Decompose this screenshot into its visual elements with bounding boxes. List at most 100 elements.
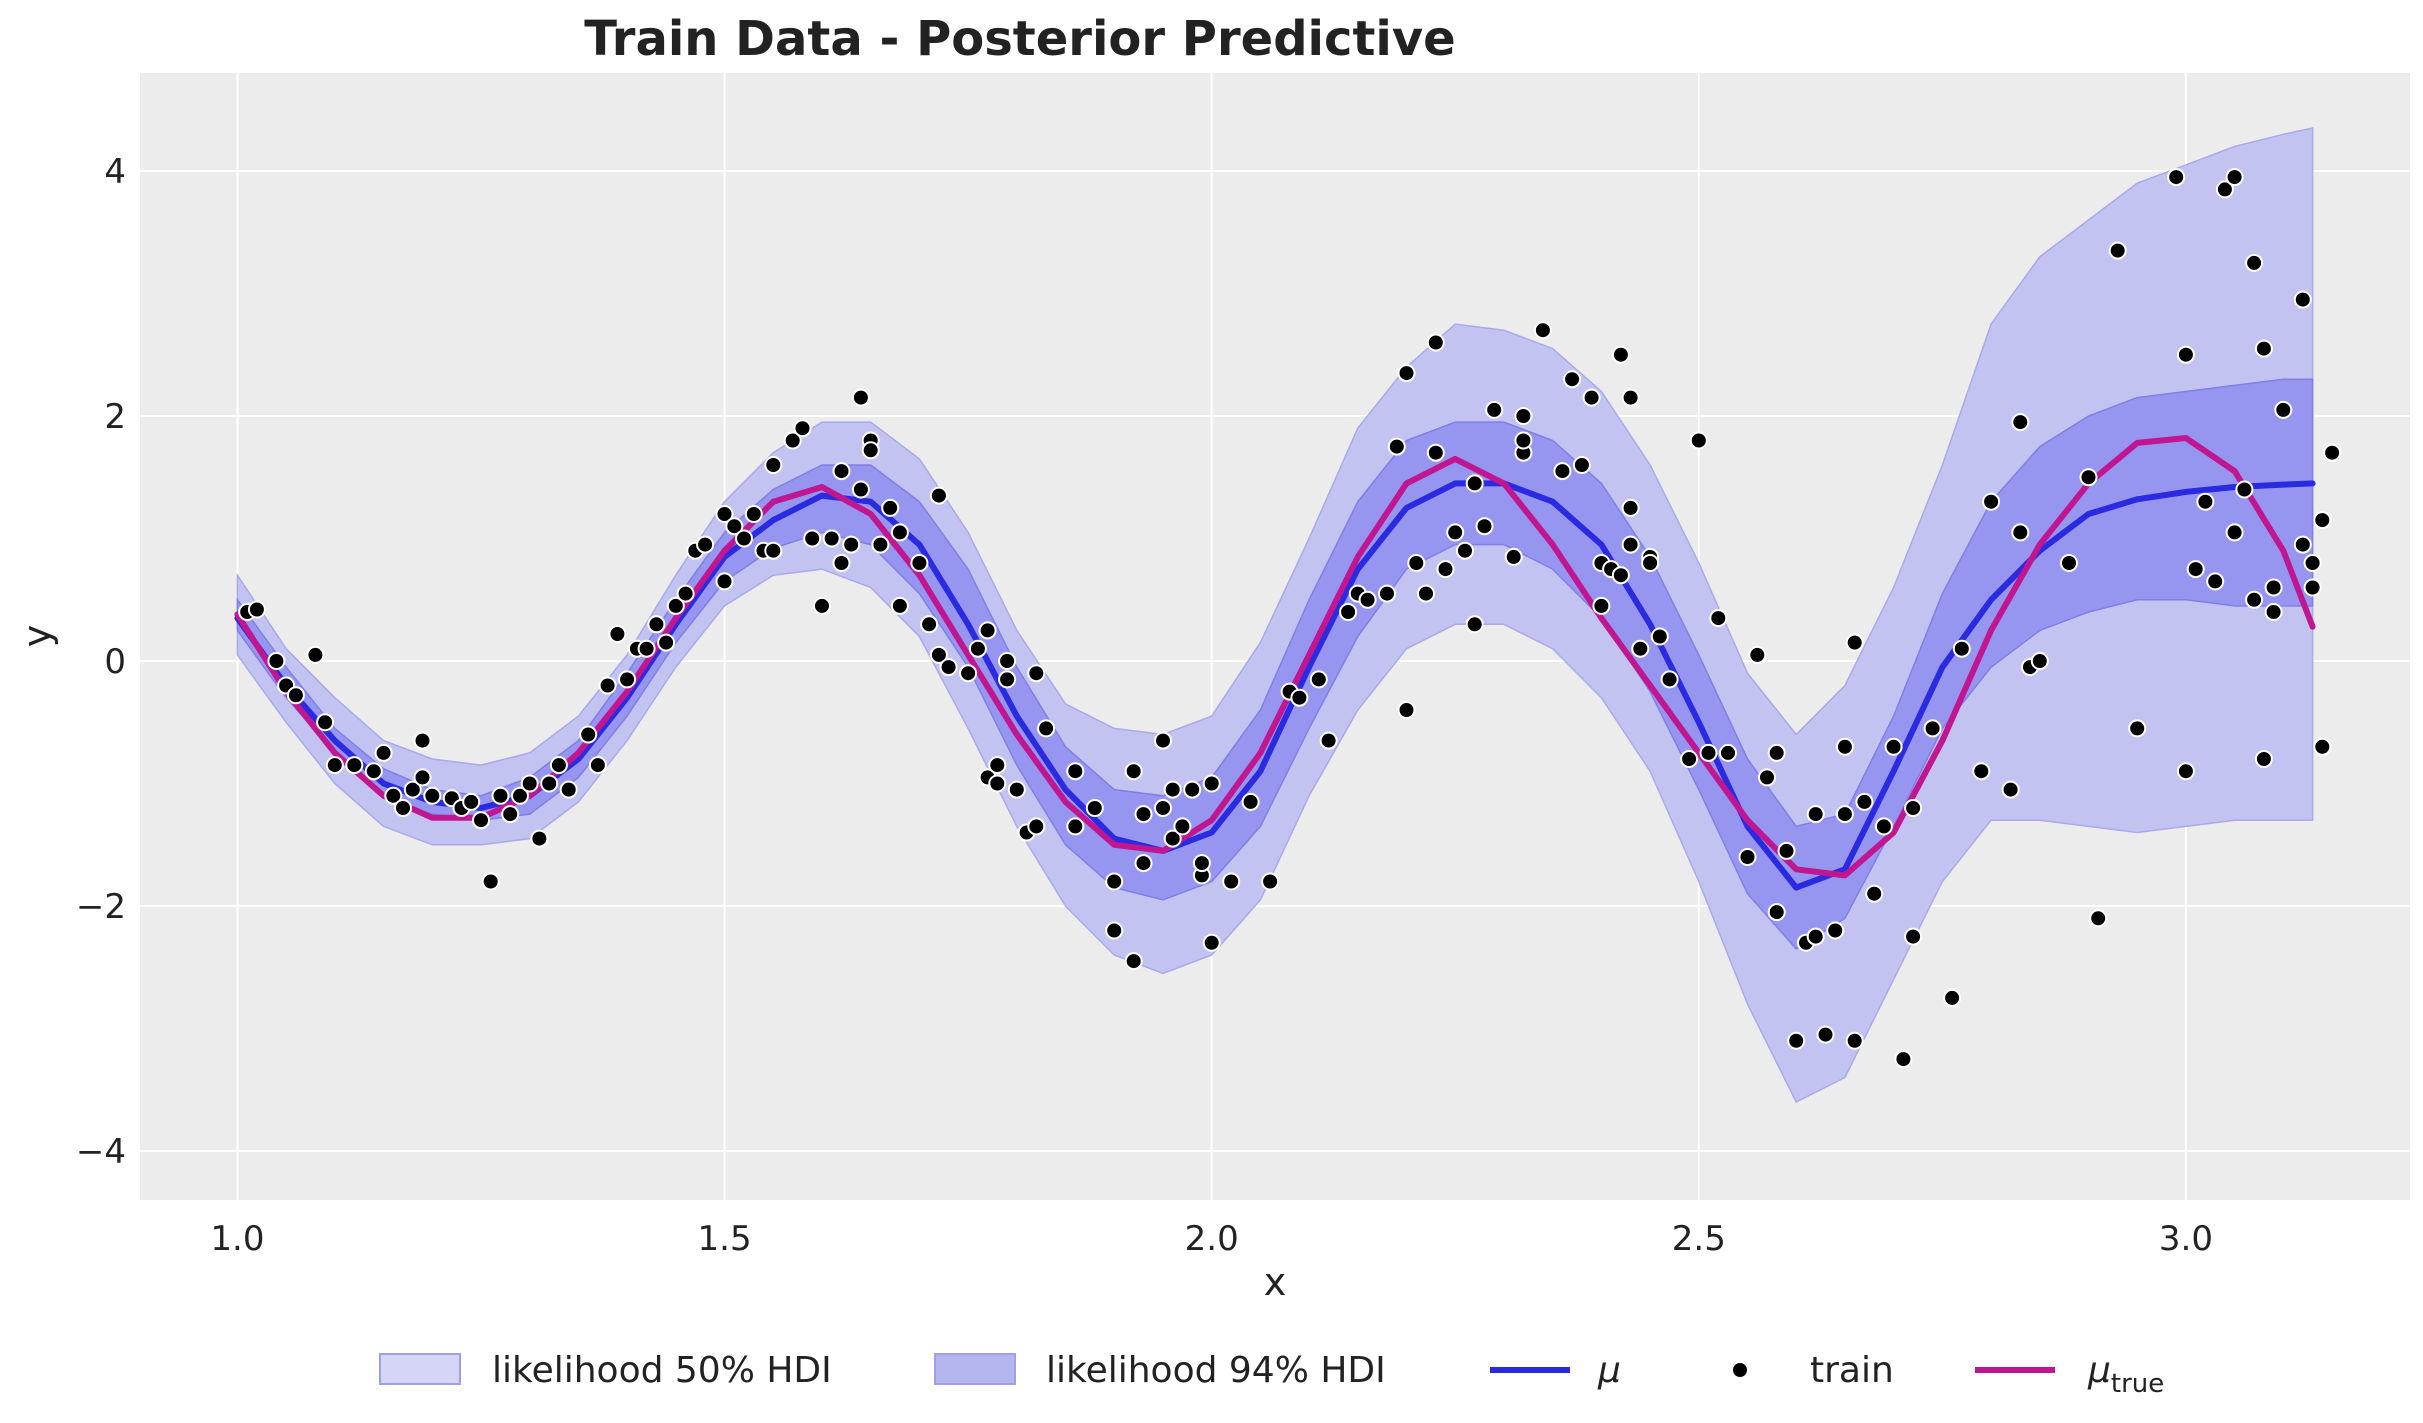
train-point (1650, 627, 1669, 646)
train-point (920, 615, 939, 634)
train-point (1105, 921, 1124, 940)
legend-swatch (379, 1353, 461, 1385)
train-point (1826, 921, 1845, 940)
train-point (647, 615, 666, 634)
train-point (1835, 805, 1854, 824)
train-point (1261, 872, 1280, 891)
y-tick-label: 0 (104, 642, 126, 682)
train-point (1085, 799, 1104, 817)
y-tick-label: 2 (104, 397, 126, 437)
train-point (1533, 321, 1552, 340)
train-point (501, 805, 520, 824)
train-point (998, 670, 1017, 689)
train-point (637, 639, 656, 658)
train-point (1426, 443, 1445, 462)
train-point (988, 774, 1007, 793)
mu-line (234, 480, 2316, 891)
train-point (1972, 762, 1991, 781)
train-point (316, 713, 335, 732)
train-point (988, 756, 1007, 775)
y-axis-ticks: −4 −2 0 2 4 (76, 152, 126, 1172)
train-point (890, 596, 909, 615)
train-point (1884, 737, 1903, 756)
train-point (1748, 645, 1767, 664)
train-point (325, 756, 344, 775)
train-point (1378, 584, 1396, 603)
chart-title: Train Data - Posterior Predictive (584, 11, 1455, 67)
train-point (890, 523, 909, 542)
x-axis-ticks: 1.0 1.5 2.0 2.5 3.0 (210, 1219, 2213, 1259)
train-point (725, 517, 744, 536)
train-point (1436, 560, 1455, 579)
train-point (1465, 615, 1484, 634)
train-point (2245, 590, 2264, 609)
train-point (1183, 780, 1202, 799)
train-point (1426, 333, 1445, 352)
x-tick-label: 3.0 (2159, 1219, 2213, 1259)
train-point (1202, 774, 1221, 793)
train-point (374, 743, 393, 762)
legend-swatch (934, 1353, 1016, 1385)
train-point (1105, 872, 1124, 891)
train-point (1066, 817, 1085, 836)
train-point (1621, 388, 1640, 407)
train-point (1192, 854, 1211, 873)
train-point (286, 686, 305, 705)
train-point (1865, 884, 1884, 903)
train-point (1806, 805, 1825, 824)
train-point (2089, 909, 2108, 928)
train-point (666, 596, 685, 615)
y-tick-label: 4 (104, 152, 126, 192)
train-point (1699, 743, 1718, 762)
train-point (1319, 731, 1338, 750)
train-point (1767, 903, 1786, 922)
train-point (2245, 253, 2264, 272)
train-point (676, 584, 695, 603)
train-point (871, 535, 890, 554)
train-point (2293, 290, 2312, 309)
train-point (822, 529, 841, 548)
train-point (472, 811, 490, 830)
train-point (2264, 578, 2283, 597)
train-point (1241, 792, 1260, 811)
train-point (1709, 609, 1728, 628)
train-point (2303, 578, 2322, 597)
train-point (462, 792, 481, 811)
train-point (2176, 345, 2195, 364)
train-point (1485, 400, 1504, 419)
train-point (1904, 799, 1923, 817)
legend-label: train (1810, 1350, 1894, 1391)
legend-label: likelihood 94% HDI (1046, 1350, 1386, 1391)
train-point (267, 652, 286, 670)
legend-label: μ (1597, 1350, 1621, 1391)
train-point (696, 535, 715, 554)
train-point (764, 456, 783, 474)
train-point (1738, 848, 1757, 866)
train-point (1154, 731, 1172, 750)
train-point (247, 600, 266, 619)
train-points (238, 168, 2342, 1069)
train-point (511, 786, 529, 805)
train-point (2323, 443, 2342, 462)
train-point (345, 756, 364, 775)
train-point (1982, 492, 2001, 511)
train-point (929, 645, 948, 664)
train-point (2313, 511, 2332, 530)
train-point (978, 621, 997, 640)
train-point (2176, 762, 2195, 781)
train-point (481, 872, 500, 891)
train-point (306, 645, 325, 664)
train-point (1446, 523, 1465, 542)
train-point (881, 498, 900, 517)
train-point (1631, 639, 1650, 658)
train-point (2235, 480, 2254, 499)
train-point (1504, 547, 1523, 566)
train-point (1134, 805, 1153, 824)
train-point (1027, 817, 1046, 836)
train-point (1943, 988, 1962, 1007)
train-point (803, 529, 822, 548)
y-tick-label: −2 (76, 887, 126, 927)
train-point (832, 554, 851, 572)
train-point (384, 786, 403, 805)
train-point (1719, 743, 1737, 762)
